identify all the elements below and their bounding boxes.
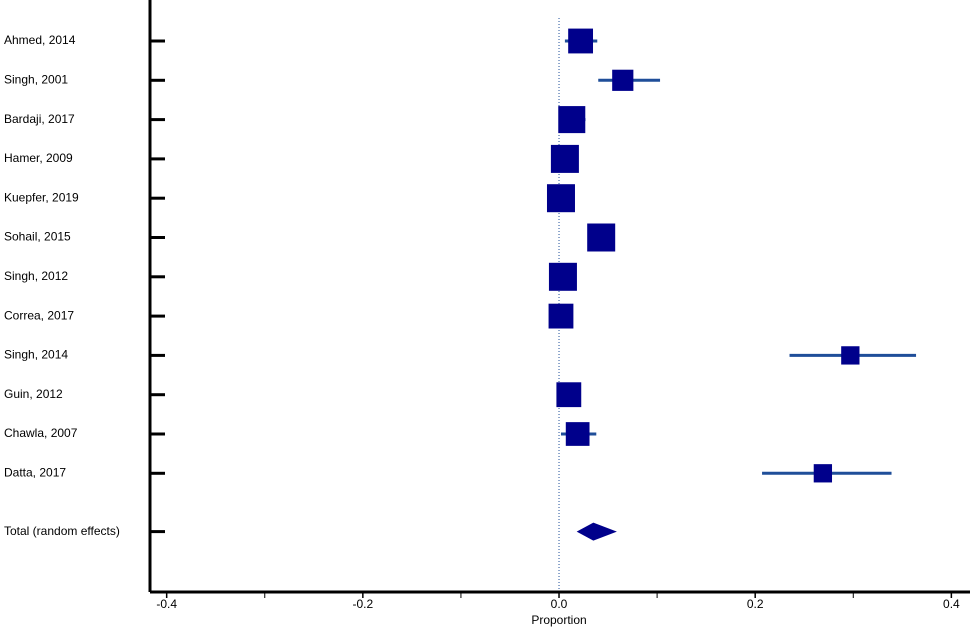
estimate-square — [556, 382, 582, 408]
study-label: Kuepfer, 2019 — [4, 190, 79, 204]
estimate-square — [558, 106, 586, 134]
estimate-square — [550, 144, 579, 173]
study-label: Singh, 2001 — [4, 72, 68, 86]
estimate-square — [546, 184, 575, 213]
study-label: Bardaji, 2017 — [4, 112, 75, 126]
study-label: Correa, 2017 — [4, 308, 74, 322]
x-tick-label: 0.0 — [551, 597, 568, 611]
estimate-square — [548, 303, 574, 329]
estimate-square — [612, 69, 634, 91]
total-diamond — [576, 522, 617, 541]
total-label: Total (random effects) — [4, 524, 120, 538]
study-label: Singh, 2014 — [4, 348, 68, 362]
x-tick-label: 0.2 — [747, 597, 764, 611]
study-label: Datta, 2017 — [4, 465, 66, 479]
estimate-square — [841, 346, 860, 365]
estimate-square — [548, 262, 577, 291]
estimate-square — [565, 422, 590, 446]
study-label: Guin, 2012 — [4, 387, 63, 401]
estimate-square — [813, 464, 833, 483]
x-axis-label: Proportion — [531, 613, 586, 627]
study-label: Hamer, 2009 — [4, 151, 73, 165]
study-label: Ahmed, 2014 — [4, 33, 76, 47]
x-tick-label: -0.2 — [353, 597, 374, 611]
estimate-square — [568, 28, 594, 54]
estimate-square — [587, 223, 616, 252]
x-tick-label: 0.4 — [943, 597, 960, 611]
study-label: Singh, 2012 — [4, 269, 68, 283]
x-tick-label: -0.4 — [156, 597, 177, 611]
study-label: Chawla, 2007 — [4, 426, 78, 440]
study-label: Sohail, 2015 — [4, 230, 71, 244]
